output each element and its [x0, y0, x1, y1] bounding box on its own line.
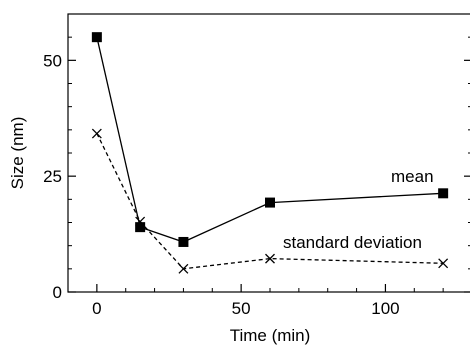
data-point-mean [91, 32, 102, 43]
series-markers [91, 32, 449, 274]
cross-stroke [438, 258, 449, 269]
y-tick-label: 25 [43, 167, 62, 186]
data-point-mean [135, 222, 146, 233]
data-point-standard-deviation [265, 253, 275, 264]
data-point-mean [265, 197, 275, 208]
tick-labels: 0 50 100 0 25 50 [43, 51, 400, 318]
annotation-mean: mean [391, 167, 434, 186]
x-axis-label: Time (min) [230, 326, 311, 345]
data-point-standard-deviation [438, 258, 449, 269]
data-point-mean [178, 236, 189, 247]
y-tick-label: 50 [43, 51, 62, 70]
axis-ticks [68, 13, 470, 293]
cross-stroke [265, 253, 275, 264]
cross-stroke [178, 263, 189, 274]
y-axis-label: Size (nm) [8, 117, 27, 190]
x-tick-label: 0 [92, 299, 101, 318]
data-point-standard-deviation [135, 216, 146, 227]
cross-stroke [91, 128, 102, 139]
data-point-standard-deviation [91, 128, 102, 139]
x-tick-label: 100 [371, 299, 399, 318]
data-point-standard-deviation [178, 263, 189, 274]
x-tick-label: 50 [232, 299, 251, 318]
data-point-mean [438, 188, 449, 199]
series-line-mean [96, 37, 444, 243]
y-tick-label: 0 [53, 283, 62, 302]
cross-stroke [135, 216, 146, 227]
annotation-standard-deviation: standard deviation [283, 233, 422, 252]
